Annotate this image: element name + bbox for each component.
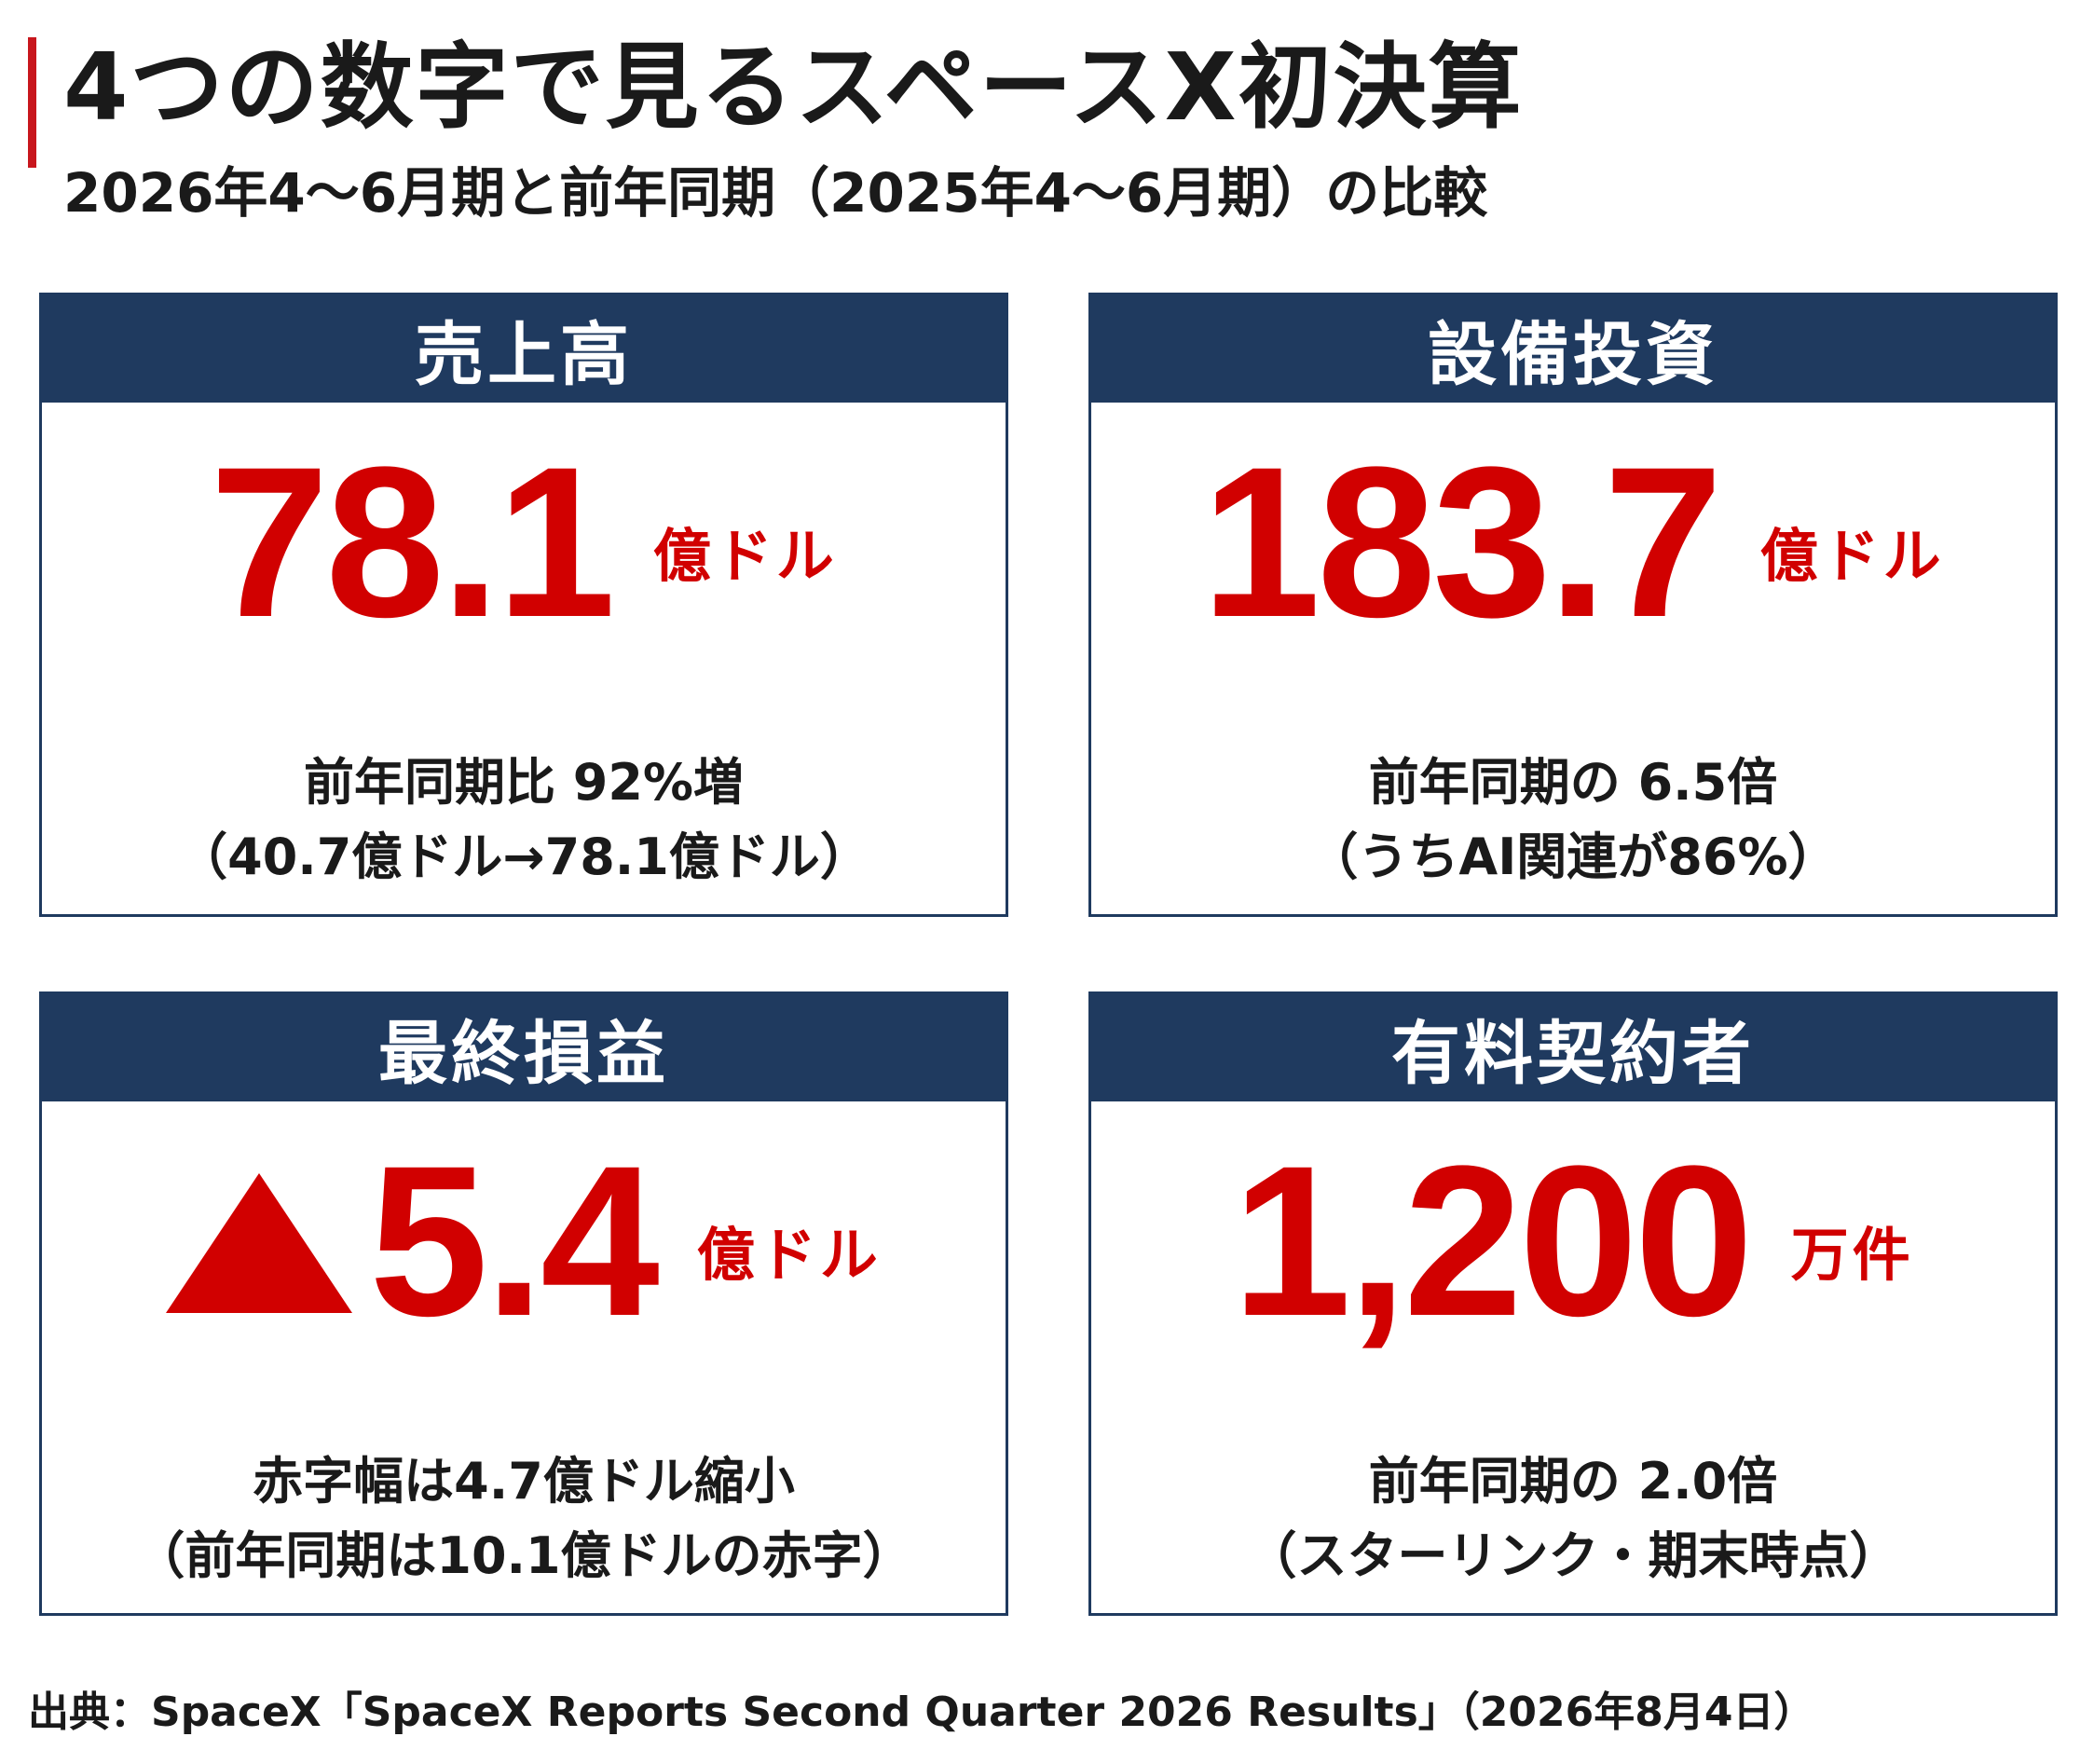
card-revenue: 売上高 78.1 億ドル 前年同期比 92%増 （40.7億ドル→78.1億ドル… xyxy=(39,293,1008,917)
red-triangle-icon xyxy=(166,1173,353,1313)
capex-unit: 億ドル xyxy=(1759,522,1945,590)
revenue-value: 78.1 xyxy=(210,422,616,662)
card-revenue-value-row: 78.1 億ドル xyxy=(42,422,1006,662)
card-net-income: 最終損益 5.4 億ドル 赤字幅は4.7億ドル縮小 （前年同期は10.1億ドルの… xyxy=(39,991,1008,1616)
card-subscribers: 有料契約者 1,200 万件 前年同期の 2.0倍 （スターリンク・期末時点） xyxy=(1088,991,2058,1616)
revenue-note-line1: 前年同期比 92%増 xyxy=(303,753,745,812)
capex-note-line1: 前年同期の 6.5倍 xyxy=(1368,753,1778,812)
card-capex-header: 設備投資 xyxy=(1091,295,2055,403)
net-income-note-line1: 赤字幅は4.7億ドル縮小 xyxy=(253,1452,795,1511)
card-subscribers-value-row: 1,200 万件 xyxy=(1091,1121,2055,1361)
page-title: 4つの数字で見るスペースX初決算 xyxy=(63,33,1524,142)
revenue-unit: 億ドル xyxy=(652,522,838,590)
subscribers-note-line2: （スターリンク・期末時点） xyxy=(1246,1526,1900,1585)
card-capex-value-row: 183.7 億ドル xyxy=(1091,422,2055,662)
revenue-note-line2: （40.7億ドル→78.1億ドル） xyxy=(177,827,870,886)
subscribers-value: 1,200 xyxy=(1232,1121,1754,1361)
card-subscribers-header: 有料契約者 xyxy=(1091,994,2055,1101)
source-citation: 出典：SpaceX「SpaceX Reports Second Quarter … xyxy=(28,1689,1815,1736)
net-income-note-line2: （前年同期は10.1億ドルの赤字） xyxy=(134,1526,913,1585)
card-revenue-header: 売上高 xyxy=(42,295,1006,403)
net-income-value: 5.4 xyxy=(369,1121,660,1361)
capex-value: 183.7 xyxy=(1201,422,1723,662)
title-accent-bar xyxy=(28,37,36,168)
page-subtitle: 2026年4〜6月期と前年同期（2025年4〜6月期）の比較 xyxy=(63,161,1488,225)
subscribers-unit: 万件 xyxy=(1790,1221,1914,1289)
subscribers-note-line1: 前年同期の 2.0倍 xyxy=(1368,1452,1778,1511)
net-income-unit: 億ドル xyxy=(696,1221,882,1289)
capex-note-line2: （うちAI関連が86%） xyxy=(1307,827,1839,886)
card-capex: 設備投資 183.7 億ドル 前年同期の 6.5倍 （うちAI関連が86%） xyxy=(1088,293,2058,917)
card-net-income-header: 最終損益 xyxy=(42,994,1006,1101)
card-net-income-value-row: 5.4 億ドル xyxy=(42,1121,1006,1361)
